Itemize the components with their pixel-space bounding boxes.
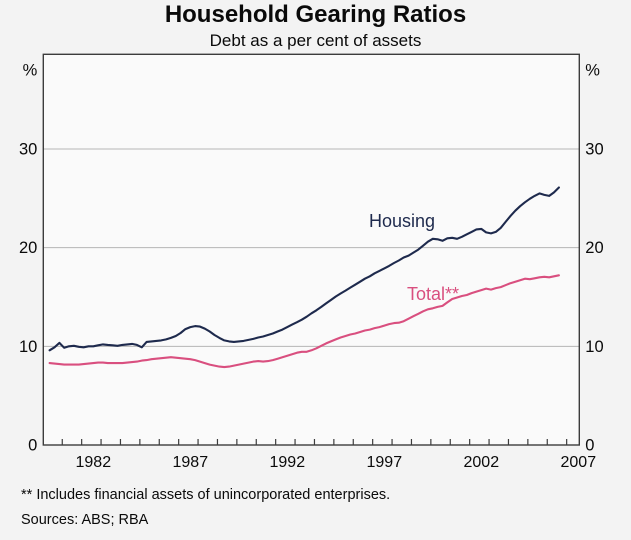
plot-area (43, 54, 580, 446)
unit-label-right: % (585, 61, 600, 79)
unit-label-left: % (23, 61, 38, 79)
y-axis-label-left: 30 (19, 141, 37, 159)
x-axis-label: 2007 (561, 454, 597, 471)
total-line (48, 274, 560, 369)
housing-series-label: Housing (369, 211, 436, 231)
footnote-text: ** Includes financial assets of unincorp… (21, 487, 391, 503)
x-axis-label: 1997 (367, 454, 403, 471)
y-axis-label-left: 0 (28, 437, 37, 455)
plot-frame (42, 53, 580, 446)
x-axis-label: 1982 (76, 454, 112, 471)
chart-title: Household Gearing Ratios (164, 1, 467, 28)
housing-line (48, 186, 560, 352)
y-axis-label-left: 10 (19, 338, 37, 356)
y-axis-label-left: 20 (19, 239, 37, 257)
x-axis-label: 2002 (464, 454, 500, 471)
chart-subtitle: Debt as a per cent of assets (209, 31, 422, 50)
x-axis-label: 1992 (270, 454, 306, 471)
y-axis-label-right: 10 (585, 338, 603, 356)
sources-text: Sources: ABS; RBA (21, 512, 149, 528)
y-axis-label-right: 0 (585, 437, 594, 455)
x-axis-label: 1987 (173, 454, 209, 471)
y-axis-label-right: 30 (585, 141, 603, 159)
y-axis-label-right: 20 (585, 239, 603, 257)
total-series-label: Total** (407, 284, 460, 304)
